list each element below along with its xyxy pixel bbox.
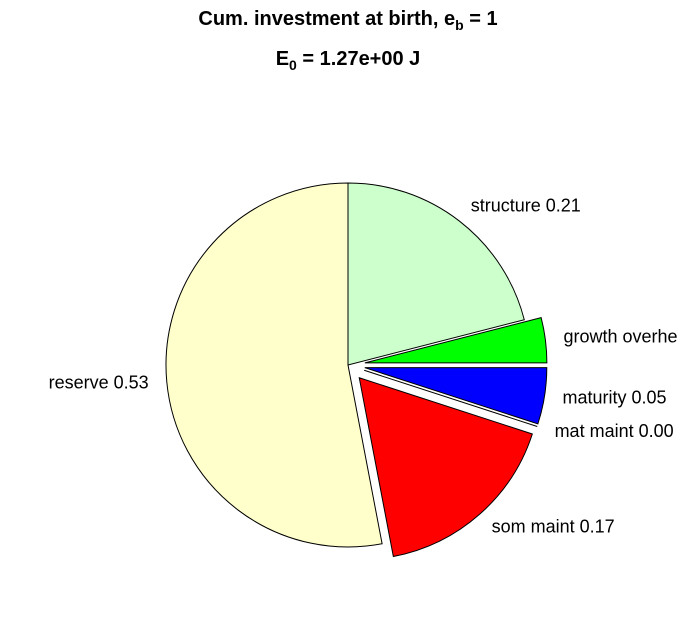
title-subscript: 0 — [289, 57, 297, 73]
slice-label: structure 0.21 — [471, 196, 581, 216]
pie-slice — [347, 182, 525, 366]
chart-subtitle: E0 = 1.27e+00 J — [276, 48, 421, 72]
slice-label: som maint 0.17 — [492, 517, 615, 537]
title-text: Cum. investment at birth, e — [198, 8, 455, 30]
pie-slice — [364, 316, 548, 364]
title-text: = 1 — [464, 8, 498, 30]
title-subscript: b — [455, 17, 464, 33]
slice-label: mat maint 0.00 — [555, 421, 674, 441]
pie-slice — [165, 182, 383, 548]
pie-slice — [358, 377, 533, 558]
pie-slice — [364, 369, 538, 427]
title-text: = 1.27e+00 J — [297, 48, 420, 70]
chart-title: Cum. investment at birth, eb = 1 — [198, 8, 497, 32]
title-text: E — [276, 48, 289, 70]
slice-label: reserve 0.53 — [49, 373, 149, 393]
pie-slice — [364, 367, 548, 425]
slice-label: maturity 0.05 — [563, 388, 667, 408]
slice-label: growth overhe — [563, 327, 677, 347]
